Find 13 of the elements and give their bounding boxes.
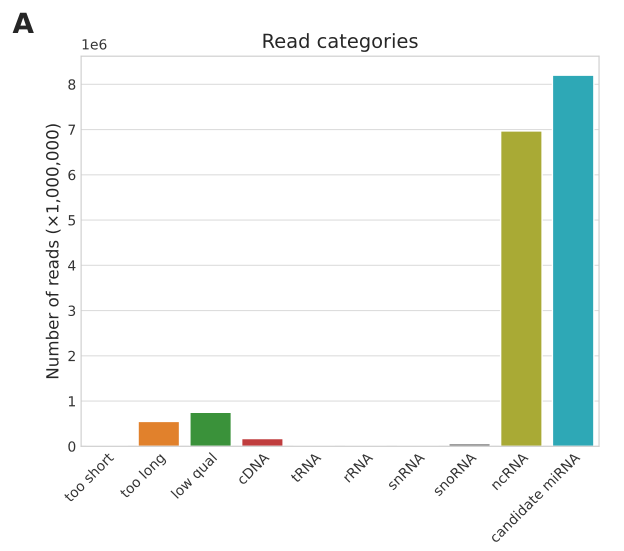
y-tick-label: 1 <box>68 396 75 406</box>
text: A <box>12 12 34 34</box>
y-tick-label: 3 <box>68 306 76 316</box>
y-axis-title: Number of reads (×1,000,000) <box>46 124 61 378</box>
y-tick-label: 5 <box>68 215 76 226</box>
text: 1e6 <box>82 39 106 50</box>
y-tick-label: 0 <box>68 441 76 452</box>
y-tick-label: 6 <box>68 170 76 180</box>
y-tick-label: 2 <box>68 350 75 362</box>
y-tick-label: 4 <box>68 260 76 271</box>
y-tick-label: 8 <box>68 79 76 90</box>
chart-title: Read categories <box>264 33 418 52</box>
y-tick-label: 7 <box>68 124 76 135</box>
